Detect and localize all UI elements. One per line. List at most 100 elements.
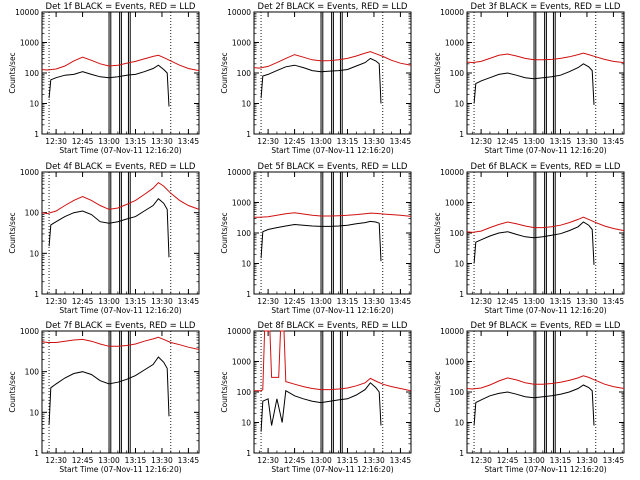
y-axis-label: Counts/sec (433, 212, 442, 253)
x-tick-label: 13:15 (337, 137, 359, 146)
y-tick-label: 1000 (232, 39, 251, 48)
chart-7: Det 7f BLACK = Events, RED = LLD 1 10 100 10… (8, 321, 200, 474)
x-tick-label: 13:45 (390, 137, 412, 146)
x-tick-label: 13:45 (603, 297, 625, 306)
y-tick-label: 10 (454, 419, 464, 428)
x-tick-label: 12:30 (470, 297, 492, 306)
x-tick-label: 13:45 (178, 137, 200, 146)
events-series-line (260, 57, 382, 104)
y-tick-label: 10 (241, 100, 251, 109)
lld-series-line (41, 181, 200, 215)
plot-frame (41, 171, 200, 295)
x-tick-label: 13:30 (576, 137, 598, 146)
x-tick-label: 13:30 (151, 137, 173, 146)
x-tick-label: 13:45 (178, 456, 200, 465)
x-tick-label: 13:15 (550, 297, 572, 306)
y-tick-label: 100 (237, 69, 252, 78)
events-series-line (473, 384, 595, 426)
plot-frame (253, 171, 412, 295)
y-axis-label: Counts/sec (8, 52, 17, 93)
x-tick-label: 13:00 (310, 456, 332, 465)
y-tick-label: 100 (450, 229, 465, 238)
y-tick-label: 1 (459, 449, 464, 458)
x-tick-label: 13:15 (125, 456, 147, 465)
events-series-line (260, 382, 382, 432)
chart-2: Det 2f BLACK = Events, RED = LLD 1 10 100 10… (220, 2, 412, 155)
chart-1: Det 1f BLACK = Events, RED = LLD 1 10 100 10… (8, 2, 200, 155)
x-axis-label: Start Time (07-Nov-11 12:16:20) (59, 146, 181, 155)
x-tick-label: 13:30 (363, 137, 385, 146)
x-tick-label: 13:15 (125, 297, 147, 306)
events-series-line (473, 221, 595, 265)
x-tick-label: 13:15 (125, 137, 147, 146)
chart-9: Det 9f BLACK = Events, RED = LLD 1 10 100 10… (433, 321, 625, 474)
y-tick-label: 1 (459, 130, 464, 139)
y-axis-label: Counts/sec (220, 371, 229, 412)
y-tick-label: 10 (241, 260, 251, 269)
y-tick-label: 10 (29, 100, 39, 109)
y-tick-label: 1000 (20, 39, 39, 48)
chart-title: Det 3f BLACK = Events, RED = LLD (471, 2, 621, 12)
chart-title: Det 1f BLACK = Events, RED = LLD (46, 2, 196, 12)
chart-title: Det 4f BLACK = Events, RED = LLD (46, 162, 196, 172)
y-tick-label: 1 (34, 290, 39, 299)
y-tick-label: 10000 (227, 8, 251, 17)
x-tick-label: 12:30 (257, 137, 279, 146)
x-tick-label: 13:00 (98, 456, 120, 465)
y-tick-label: 10 (29, 408, 39, 417)
events-series-line (473, 63, 595, 105)
lld-series-line (466, 216, 625, 233)
x-tick-label: 12:30 (257, 456, 279, 465)
y-tick-label: 1000 (445, 358, 464, 367)
lld-series-line (254, 330, 412, 392)
y-tick-label: 100 (25, 69, 40, 78)
x-tick-label: 13:00 (98, 137, 120, 146)
events-series-line (260, 220, 382, 262)
lld-series-line (41, 336, 200, 350)
y-tick-label: 10000 (227, 168, 251, 177)
chart-5: Det 5f BLACK = Events, RED = LLD 1 10 100 10… (220, 162, 412, 315)
x-tick-label: 12:45 (72, 456, 94, 465)
x-tick-label: 12:45 (72, 297, 94, 306)
y-tick-label: 10 (454, 100, 464, 109)
y-tick-label: 10000 (440, 327, 464, 336)
y-axis-label: Counts/sec (8, 371, 17, 412)
chart-3: Det 3f BLACK = Events, RED = LLD 1 10 100 10… (433, 2, 625, 155)
x-tick-label: 13:15 (337, 456, 359, 465)
chart-title: Det 5f BLACK = Events, RED = LLD (258, 162, 408, 172)
plot-frame (253, 11, 412, 135)
y-tick-label: 1000 (20, 168, 39, 177)
chart-title: Det 9f BLACK = Events, RED = LLD (471, 321, 621, 331)
events-series-line (48, 64, 170, 107)
x-tick-label: 13:45 (178, 297, 200, 306)
x-tick-label: 12:45 (72, 137, 94, 146)
x-axis-label: Start Time (07-Nov-11 12:16:20) (271, 306, 393, 315)
y-tick-label: 100 (450, 69, 465, 78)
x-tick-label: 12:30 (45, 297, 67, 306)
y-tick-label: 1 (246, 290, 251, 299)
x-tick-label: 13:30 (576, 297, 598, 306)
x-tick-label: 13:30 (363, 297, 385, 306)
plot-frame (41, 330, 200, 454)
y-tick-label: 100 (25, 368, 40, 377)
chart-4: Det 4f BLACK = Events, RED = LLD 1 10 100 10… (8, 162, 200, 315)
x-tick-label: 13:45 (390, 297, 412, 306)
x-axis-label: Start Time (07-Nov-11 12:16:20) (484, 465, 606, 474)
x-tick-label: 13:00 (98, 297, 120, 306)
y-axis-label: Counts/sec (433, 52, 442, 93)
x-tick-label: 13:00 (523, 137, 545, 146)
y-tick-label: 1000 (445, 39, 464, 48)
x-tick-label: 13:30 (151, 297, 173, 306)
plot-frame (466, 330, 625, 454)
y-tick-label: 1 (34, 130, 39, 139)
x-tick-label: 13:45 (390, 456, 412, 465)
chart-title: Det 8f BLACK = Events, RED = LLD (258, 321, 408, 331)
x-axis-label: Start Time (07-Nov-11 12:16:20) (484, 146, 606, 155)
y-tick-label: 1 (459, 290, 464, 299)
x-axis-label: Start Time (07-Nov-11 12:16:20) (484, 306, 606, 315)
x-tick-label: 13:30 (363, 456, 385, 465)
x-tick-label: 12:30 (257, 297, 279, 306)
y-tick-label: 1000 (20, 327, 39, 336)
x-tick-label: 13:00 (523, 456, 545, 465)
